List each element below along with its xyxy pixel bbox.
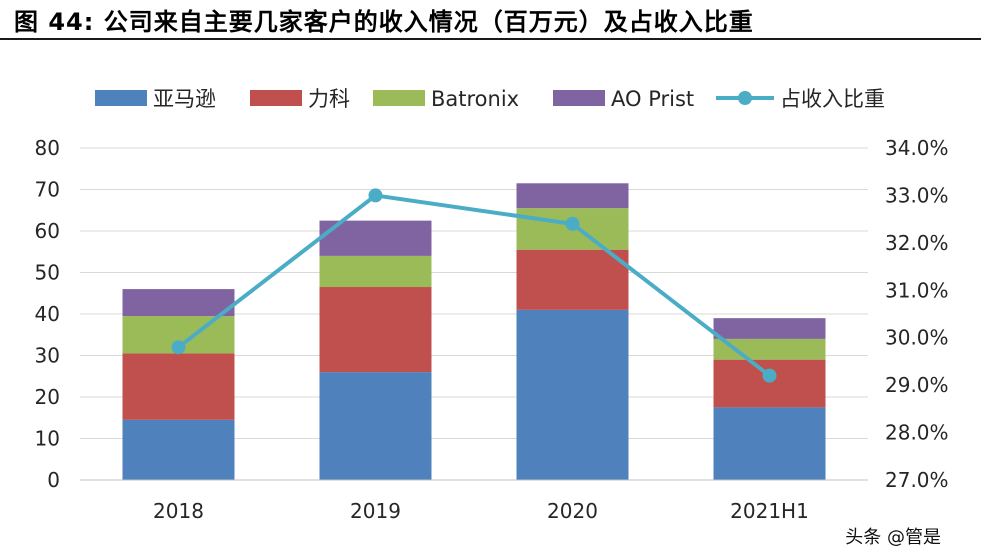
watermark: 头条 @管是 — [845, 527, 941, 548]
left-tick-label: 0 — [47, 468, 60, 492]
bar-segment — [319, 255, 432, 288]
right-tick-label: 27.0% — [885, 468, 949, 492]
bar-segment — [122, 289, 235, 317]
left-tick-label: 80 — [35, 136, 60, 160]
left-axis-ticks: 0 10 20 30 40 50 60 70 80 — [35, 136, 60, 492]
legend-label: Batronix — [431, 87, 519, 111]
share-point — [368, 188, 383, 203]
x-tick-label: 2021H1 — [730, 499, 809, 523]
revenue-chart: 0 10 20 30 40 50 60 70 80 27.0% 28.0% 29.0% 30.0% 31… — [35, 87, 949, 523]
x-tick-label: 2018 — [153, 499, 204, 523]
left-tick-label: 60 — [35, 219, 60, 243]
legend-label: 力科 — [308, 87, 350, 111]
left-tick-label: 50 — [35, 261, 60, 285]
bar-segment — [122, 353, 235, 420]
title-bar: 图 44: 公司来自主要几家客户的收入情况（百万元）及占收入比重 — [0, 0, 981, 40]
bar-segment — [516, 183, 629, 209]
right-tick-label: 30.0% — [885, 326, 949, 350]
bar-segment — [319, 372, 432, 480]
page-title: 图 44: 公司来自主要几家客户的收入情况（百万元）及占收入比重 — [14, 8, 754, 36]
share-line-path — [177, 193, 771, 378]
legend-marker — [738, 91, 752, 105]
bar-segment — [713, 407, 826, 480]
right-tick-label: 29.0% — [885, 373, 949, 397]
right-axis-ticks: 27.0% 28.0% 29.0% 30.0% 31.0% 32.0% 33.0% 34.0% — [885, 136, 949, 492]
legend-label: AO Prist — [611, 87, 694, 111]
legend-swatch — [553, 90, 605, 106]
left-tick-label: 20 — [35, 385, 60, 409]
right-tick-label: 31.0% — [885, 278, 949, 302]
right-tick-label: 34.0% — [885, 136, 949, 160]
x-tick-label: 2020 — [547, 499, 598, 523]
right-tick-label: 33.0% — [885, 183, 949, 207]
share-point — [171, 340, 186, 355]
legend: 亚马逊 力科 Batronix AO Prist 占收入比重 — [95, 87, 885, 111]
legend-label: 占收入比重 — [780, 87, 885, 111]
right-tick-label: 32.0% — [885, 231, 949, 255]
x-tick-label: 2019 — [350, 499, 401, 523]
share-point — [565, 216, 580, 231]
legend-swatch — [95, 90, 147, 106]
left-tick-label: 70 — [35, 178, 60, 202]
legend-swatch — [250, 90, 302, 106]
bar-segment — [713, 359, 826, 408]
share-point — [762, 368, 777, 383]
legend-swatch — [373, 90, 425, 106]
x-axis-labels: 2018 2019 2020 2021H1 — [153, 499, 809, 523]
share-line — [171, 188, 777, 383]
bar-segment — [122, 419, 235, 480]
legend-label: 亚马逊 — [153, 87, 216, 111]
bar-segment — [516, 249, 629, 310]
left-tick-label: 10 — [35, 427, 60, 451]
bar-segment — [713, 318, 826, 339]
bars — [122, 183, 826, 480]
bar-segment — [319, 287, 432, 373]
right-tick-label: 28.0% — [885, 421, 949, 445]
bar-segment — [713, 338, 826, 360]
left-tick-label: 30 — [35, 344, 60, 368]
bar-segment — [516, 309, 629, 480]
left-tick-label: 40 — [35, 302, 60, 326]
